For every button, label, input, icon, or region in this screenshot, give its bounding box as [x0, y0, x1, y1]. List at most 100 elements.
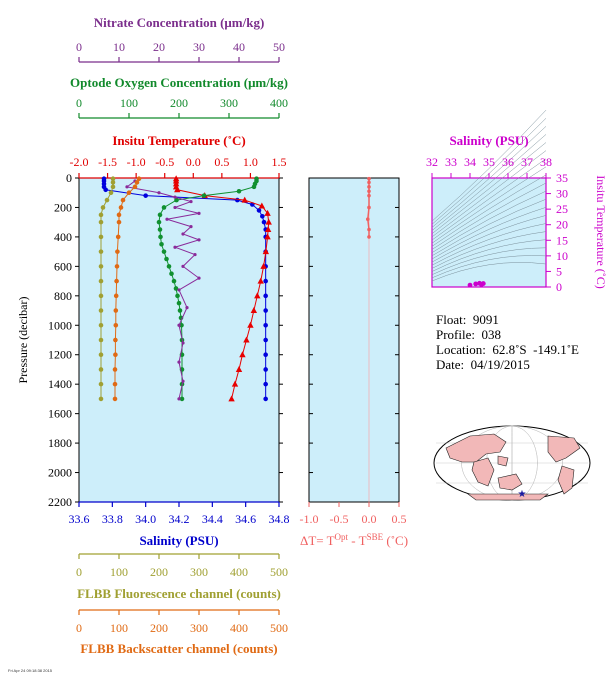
nitrate-point: [189, 199, 193, 204]
nitrate-tick-label: 50: [273, 40, 285, 54]
salinity-axis-label: Salinity (PSU): [139, 533, 218, 548]
oxygen-axis-label: Optode Oxygen Concentration (μm/kg): [70, 75, 288, 90]
oxygen-point: [173, 286, 179, 291]
pressure-tick-label: 0: [66, 171, 72, 185]
oxygen-point: [179, 396, 185, 402]
pressure-tick-label: 400: [54, 230, 72, 244]
map-land-south-america: [557, 465, 575, 495]
fluorescence-point: [98, 367, 104, 372]
backscatter-point: [115, 249, 120, 254]
backscatter-point: [132, 184, 138, 190]
location: Location: 62.8˚S -149.1˚E: [436, 342, 579, 357]
ts-density-contour: [431, 158, 547, 241]
ts-y-axis-label: Insitu Temperature (˚C): [594, 175, 608, 289]
nitrate-point: [197, 276, 201, 280]
temperature-point: [241, 196, 248, 203]
pressure-tick-label: 200: [54, 200, 72, 214]
ts-density-contour: [431, 247, 547, 275]
temperature-tick-label: -1.5: [98, 155, 117, 169]
nitrate-point: [181, 379, 185, 383]
backscatter-tick-label: 500: [270, 621, 288, 635]
ts-plot-area: [431, 177, 547, 288]
ts-density-contour: [431, 174, 547, 247]
ts-title: Salinity (PSU): [449, 133, 528, 148]
ts-point: [480, 281, 486, 286]
backscatter-point: [112, 381, 118, 387]
salinity-point: [263, 367, 268, 372]
pressure-tick-label: 1200: [48, 348, 72, 362]
delta-point: [367, 185, 371, 189]
backscatter-point: [118, 205, 124, 210]
float-info: Float: 9091 Profile: 038 Location: 62.8˚…: [436, 312, 579, 372]
ts-density-contour: [431, 223, 547, 266]
oxygen-tick-label: 0: [76, 96, 82, 110]
temperature-point: [235, 365, 243, 372]
map-land-antarctica: [467, 493, 549, 501]
backscatter-point: [114, 278, 119, 284]
nitrate-point: [165, 217, 169, 221]
float-id: Float: 9091: [436, 312, 499, 327]
ts-x-tick-label: 37: [521, 155, 533, 169]
temperature-point: [262, 248, 270, 255]
oxygen-point: [177, 308, 183, 313]
oxygen-point: [171, 278, 177, 284]
ts-x-tick-label: 33: [445, 155, 457, 169]
oxygen-point: [156, 219, 162, 225]
ts-density-contour: [431, 231, 547, 269]
backscatter-point: [116, 212, 122, 218]
nitrate-tick-label: 30: [193, 40, 205, 54]
fluorescence-point: [98, 249, 104, 254]
oxygen-point: [174, 197, 179, 203]
ts-density-contour: [431, 142, 547, 234]
ts-density-contour: [431, 215, 547, 263]
fluorescence-point: [98, 212, 104, 218]
delta-axis-label: ΔT= TOpt - TSBE (˚C): [300, 532, 408, 548]
nitrate-tick-label: 40: [233, 40, 245, 54]
temperature-point: [174, 186, 181, 193]
oxygen-tick-label: 300: [220, 96, 238, 110]
fluorescence-point: [98, 352, 104, 358]
backscatter-tick-label: 200: [150, 621, 168, 635]
backscatter-point: [134, 180, 140, 185]
salinity-point: [263, 396, 268, 402]
delta-point: [367, 205, 371, 210]
backscatter-tick-label: 300: [190, 621, 208, 635]
temperature-point: [264, 209, 271, 216]
fluorescence-tick-label: 0: [76, 565, 82, 579]
salinity-point: [261, 219, 267, 225]
oxygen-point: [251, 184, 257, 190]
salinity-point: [263, 308, 268, 313]
salinity-tick-label: 33.6: [69, 512, 90, 526]
salinity-point: [263, 293, 268, 299]
oxygen-point: [161, 205, 167, 210]
delta-label-part: - T: [348, 533, 367, 548]
salinity-point: [263, 337, 268, 343]
nitrate-tick-label: 20: [153, 40, 165, 54]
backscatter-point: [115, 234, 121, 240]
nitrate-point: [177, 397, 181, 401]
backscatter-tick-label: 0: [76, 621, 82, 635]
temperature-point: [250, 307, 258, 314]
ts-x-tick-label: 32: [426, 155, 438, 169]
nitrate-line: [125, 180, 201, 400]
ts-density-contour: [431, 150, 547, 238]
temperature-tick-label: 1.5: [272, 155, 287, 169]
salinity-point: [143, 193, 148, 198]
fluorescence-axis-label: FLBB Fluorescence channel (counts): [77, 586, 281, 601]
salinity-point: [263, 322, 268, 328]
delta-point: [367, 189, 371, 194]
nitrate-point: [173, 205, 177, 210]
temperature-tick-label: -1.0: [127, 155, 146, 169]
salinity-point: [263, 352, 268, 358]
ts-y-tick-label: 30: [556, 187, 568, 201]
temperature-tick-label: 0.0: [186, 155, 201, 169]
fluorescence-tick-label: 200: [150, 565, 168, 579]
temperature-tick-label: -0.5: [155, 155, 174, 169]
pressure-tick-label: 1400: [48, 377, 72, 391]
delta-point: [366, 217, 370, 222]
map-land-africa: [471, 457, 495, 487]
map-land-eurasia: [445, 433, 507, 463]
nitrate-point: [177, 288, 181, 292]
temperature-point: [247, 321, 254, 328]
